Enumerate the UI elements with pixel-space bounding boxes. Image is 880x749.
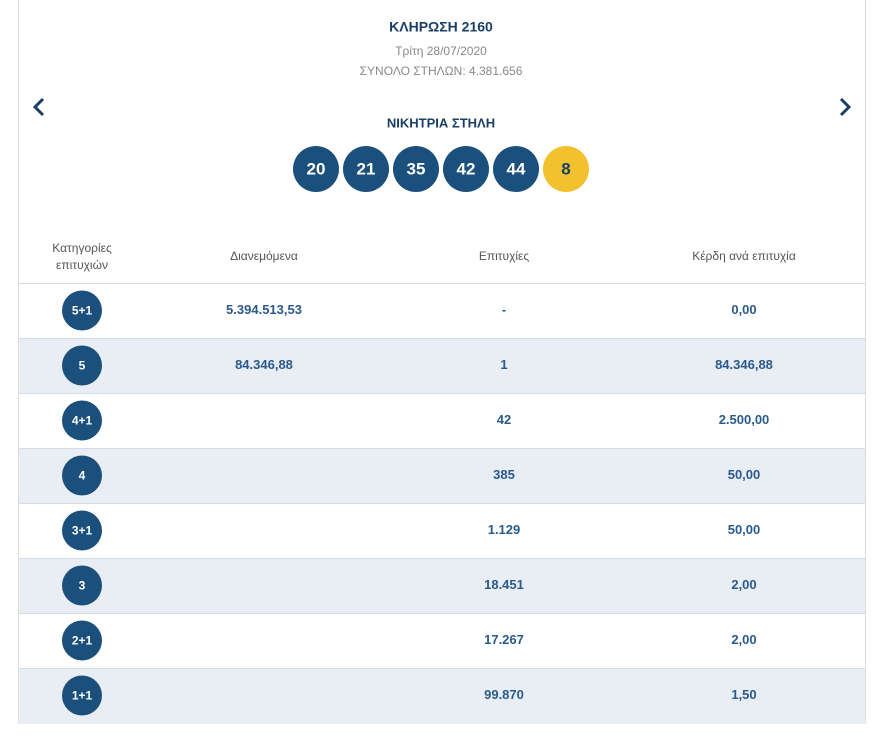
cell-value: 50,00 — [728, 522, 761, 537]
category-badge — [62, 400, 102, 441]
winning-label: ΝΙΚΗΤΡΙΑ ΣΤΗΛΗ — [387, 115, 495, 130]
cell-value: 84.346,88 — [715, 357, 773, 372]
category-label: 3+1 — [72, 524, 93, 538]
joker-ball — [543, 146, 589, 192]
category-label: 4+1 — [72, 414, 93, 428]
category-badge — [62, 345, 102, 386]
cell-value: 385 — [493, 467, 515, 482]
cell-value: 2,00 — [731, 577, 756, 592]
category-badge — [62, 290, 102, 331]
category-badge — [62, 510, 102, 551]
cell-value: 17.267 — [484, 632, 524, 647]
table-row — [19, 503, 865, 558]
cell-value: 1,50 — [731, 687, 756, 702]
joker-number: 8 — [561, 159, 570, 178]
category-badge — [62, 675, 102, 716]
ball-number: 21 — [357, 159, 376, 178]
ball-number: 35 — [407, 159, 426, 178]
table-row — [19, 448, 865, 503]
column-header: Κέρδη ανά επιτυχία — [692, 249, 796, 263]
column-header: Επιτυχίες — [479, 249, 530, 263]
ball — [293, 146, 339, 192]
column-header: Κατηγορίες επιτυχιών — [52, 241, 112, 272]
ball — [443, 146, 489, 192]
cell-value: 42 — [497, 412, 511, 427]
draw-date: Τρίτη 28/07/2020 — [395, 44, 487, 58]
cell-value: 2.500,00 — [719, 412, 770, 427]
ball — [393, 146, 439, 192]
column-header: Διανεμόμενα — [230, 249, 298, 263]
table-row — [19, 558, 865, 613]
ball — [493, 146, 539, 192]
category-label: 5+1 — [72, 304, 93, 318]
cell-value: 1.129 — [488, 522, 521, 537]
category-badge — [62, 620, 102, 661]
ball — [343, 146, 389, 192]
category-label: 3 — [79, 579, 86, 593]
category-label: 1+1 — [72, 689, 93, 703]
category-label: 2+1 — [72, 634, 93, 648]
ball-number: 44 — [507, 159, 526, 178]
cell-value: 2,00 — [731, 632, 756, 647]
draw-title: ΚΛΗΡΩΣΗ 2160 — [389, 19, 493, 35]
table-row — [19, 668, 865, 723]
category-badge — [62, 455, 102, 496]
cell-value: - — [502, 302, 506, 317]
ball-number: 42 — [457, 159, 476, 178]
next-arrow[interactable] — [839, 97, 852, 117]
table-row — [19, 393, 865, 448]
ball-number: 20 — [307, 159, 326, 178]
cell-value: 99.870 — [484, 687, 524, 702]
category-badge — [62, 565, 102, 606]
total-columns: ΣΥΝΟΛΟ ΣΤΗΛΩΝ: 4.381.656 — [360, 64, 523, 78]
category-label: 5 — [79, 359, 86, 373]
table-row — [19, 338, 865, 393]
cell-value: 5.394.513,53 — [226, 302, 302, 317]
cell-value: 18.451 — [484, 577, 524, 592]
table-row — [19, 283, 865, 338]
cell-value: 84.346,88 — [235, 357, 293, 372]
cell-value: 50,00 — [728, 467, 761, 482]
cell-value: 0,00 — [731, 302, 756, 317]
table-row — [19, 613, 865, 668]
cell-value: 1 — [500, 357, 507, 372]
category-label: 4 — [79, 469, 86, 483]
prev-arrow[interactable] — [32, 97, 45, 117]
